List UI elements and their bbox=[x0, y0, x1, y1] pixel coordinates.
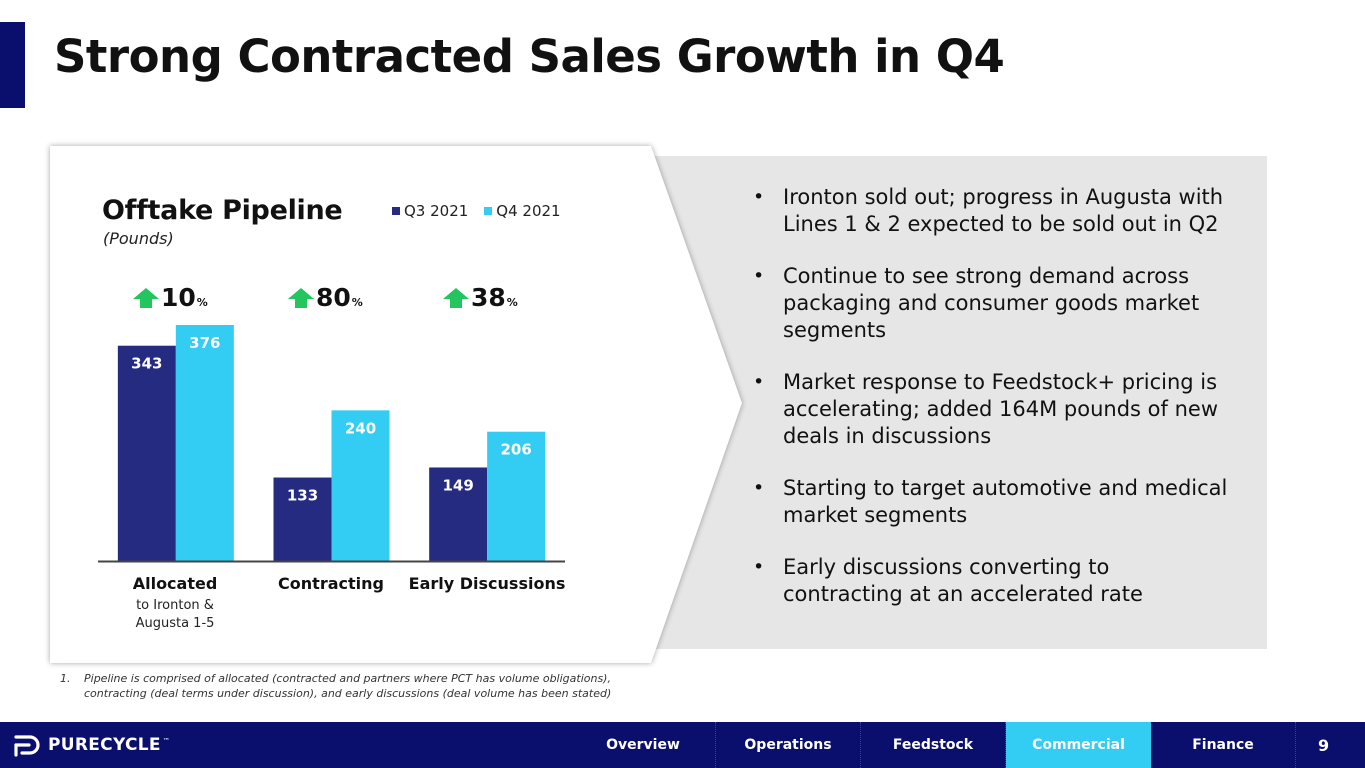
title-accent-bar bbox=[0, 22, 25, 108]
bar-contracting-q4-2021 bbox=[331, 410, 390, 561]
up-arrow-icon bbox=[133, 287, 159, 308]
category-label-allocated: Allocated bbox=[132, 574, 218, 593]
highlights-list: Ironton sold out; progress in Augusta wi… bbox=[750, 184, 1230, 633]
legend-item-q4: Q4 2021 bbox=[484, 202, 561, 220]
bullet-item: Early discussions converting to contract… bbox=[750, 554, 1230, 608]
nav-finance[interactable]: Finance bbox=[1151, 722, 1296, 768]
bullet-item: Starting to target automotive and medica… bbox=[750, 475, 1230, 529]
bar-early-discussions-q3-2021 bbox=[429, 467, 488, 561]
legend-label-q4: Q4 2021 bbox=[496, 202, 561, 220]
page-number: 9 bbox=[1318, 736, 1330, 755]
up-arrow-icon bbox=[443, 287, 469, 308]
footnote-text: Pipeline is comprised of allocated (cont… bbox=[84, 672, 612, 700]
data-label: 343 bbox=[131, 355, 162, 373]
growth-value: 80 bbox=[316, 283, 351, 312]
bullet-item: Continue to see strong demand across pac… bbox=[750, 263, 1230, 344]
slide-title: Strong Contracted Sales Growth in Q4 bbox=[54, 30, 1005, 83]
growth-indicator-early-discussions: 38 % bbox=[443, 283, 518, 312]
up-arrow-icon bbox=[288, 287, 314, 308]
nav-overview[interactable]: Overview bbox=[571, 722, 716, 768]
growth-unit: % bbox=[506, 295, 518, 309]
legend-item-q3: Q3 2021 bbox=[392, 202, 468, 220]
growth-value: 38 bbox=[471, 283, 506, 312]
data-label: 206 bbox=[501, 441, 532, 459]
growth-value: 10 bbox=[161, 283, 196, 312]
chart-legend: Q3 2021 Q4 2021 bbox=[392, 202, 561, 220]
growth-unit: % bbox=[196, 295, 208, 309]
data-label: 149 bbox=[443, 476, 474, 494]
brand-trademark: ™ bbox=[162, 737, 170, 745]
purecycle-logo-icon bbox=[14, 735, 40, 757]
growth-unit: % bbox=[351, 295, 363, 309]
data-label: 376 bbox=[189, 334, 220, 352]
bar-allocated-q3-2021 bbox=[117, 345, 176, 561]
growth-indicator-allocated: 10 % bbox=[133, 283, 208, 312]
footnote: 1. Pipeline is comprised of allocated (c… bbox=[60, 671, 660, 701]
section-nav: Overview Operations Feedstock Commercial… bbox=[571, 722, 1296, 768]
category-sublabel-allocated: to Ironton & Augusta 1-5 bbox=[135, 598, 215, 631]
data-label: 240 bbox=[345, 419, 376, 437]
data-label: 133 bbox=[287, 487, 318, 505]
bullet-item: Ironton sold out; progress in Augusta wi… bbox=[750, 184, 1230, 238]
growth-indicator-contracting: 80 % bbox=[288, 283, 363, 312]
bar-early-discussions-q4-2021 bbox=[487, 431, 546, 561]
category-label-contracting: Contracting bbox=[278, 574, 384, 593]
legend-label-q3: Q3 2021 bbox=[404, 202, 469, 220]
legend-swatch-q4 bbox=[484, 207, 493, 215]
bar-contracting-q3-2021 bbox=[273, 477, 332, 561]
bar-allocated-q4-2021 bbox=[175, 325, 234, 561]
nav-operations[interactable]: Operations bbox=[716, 722, 861, 768]
legend-swatch-q3 bbox=[392, 207, 400, 215]
bullet-item: Market response to Feedstock+ pricing is… bbox=[750, 369, 1230, 450]
brand-name: PURECYCLE bbox=[48, 735, 161, 755]
category-label-early-discussions: Early Discussions bbox=[408, 574, 566, 593]
brand-logo[interactable]: PURECYCLE ™ bbox=[12, 733, 170, 757]
nav-feedstock[interactable]: Feedstock bbox=[861, 722, 1006, 768]
chart-title: Offtake Pipeline bbox=[102, 195, 343, 226]
nav-commercial[interactable]: Commercial bbox=[1006, 722, 1151, 768]
chart-subtitle: (Pounds) bbox=[103, 229, 174, 248]
footnote-number: 1. bbox=[60, 672, 71, 685]
